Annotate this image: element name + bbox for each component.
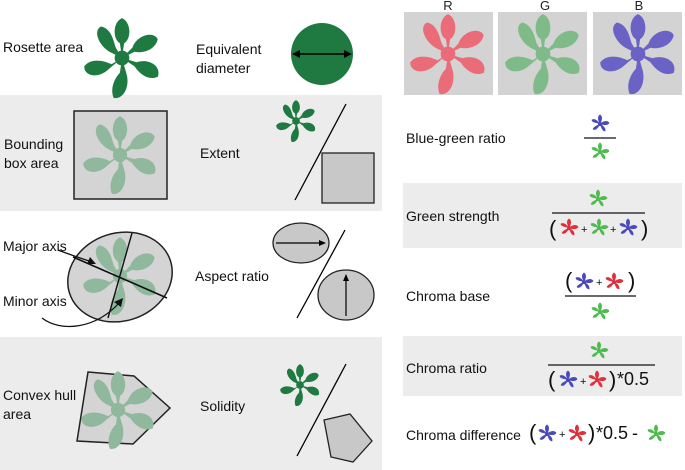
chroma-base-lparen: ( bbox=[565, 268, 573, 293]
chroma-ratio-lparen: ( bbox=[548, 367, 556, 392]
green-strength-lparen: ( bbox=[549, 216, 557, 241]
channel-label-b: B bbox=[634, 0, 644, 13]
green-strength-plus-2: + bbox=[610, 224, 617, 236]
chroma-base-rparen: ) bbox=[628, 268, 636, 293]
chroma-difference-minus: - bbox=[632, 423, 638, 443]
label-convex-hull-area: Convex hull area bbox=[3, 386, 76, 424]
green-strength-rparen: ) bbox=[641, 216, 649, 241]
chroma-difference-plus: + bbox=[559, 429, 566, 441]
chroma-ratio-plus: + bbox=[580, 376, 587, 388]
chroma-difference-rparen: ) bbox=[588, 420, 596, 445]
label-chroma-ratio: Chroma ratio bbox=[406, 360, 487, 376]
label-major-axis: Major axis bbox=[3, 238, 67, 254]
label-chroma-base: Chroma base bbox=[406, 288, 491, 304]
band-bounding-box bbox=[0, 95, 382, 211]
bounding-box-text: Bounding box area bbox=[4, 136, 64, 171]
label-green-strength: Green strength bbox=[406, 208, 500, 224]
band-chroma-ratio bbox=[403, 336, 682, 396]
label-extent: Extent bbox=[200, 145, 240, 161]
equivalent-diameter-text: Equivalent diameter bbox=[196, 41, 262, 76]
label-equivalent-diameter: Equivalent diameter bbox=[196, 40, 261, 78]
chroma-difference-lparen: ( bbox=[529, 420, 537, 445]
green-strength-plus-1: + bbox=[581, 224, 588, 236]
chroma-base-plus: + bbox=[596, 277, 603, 289]
chroma-ratio-rparen: ) bbox=[609, 367, 617, 392]
channel-label-r: R bbox=[443, 0, 453, 13]
chroma-ratio-half: *0.5 bbox=[617, 369, 650, 389]
label-minor-axis: Minor axis bbox=[3, 293, 67, 309]
convex-hull-text: Convex hull area bbox=[3, 387, 77, 422]
channel-label-g: G bbox=[539, 0, 551, 13]
label-bounding-box-area: Bounding box area bbox=[4, 135, 63, 173]
band-convex-hull bbox=[0, 337, 382, 470]
band-green-strength bbox=[403, 183, 682, 248]
label-rosette-area: Rosette area bbox=[3, 39, 84, 55]
chroma-difference-half: *0.5 bbox=[596, 423, 629, 443]
label-blue-green-ratio: Blue-green ratio bbox=[406, 130, 506, 146]
label-solidity: Solidity bbox=[200, 398, 246, 414]
label-chroma-difference: Chroma difference bbox=[406, 427, 521, 443]
label-aspect-ratio: Aspect ratio bbox=[195, 268, 269, 284]
